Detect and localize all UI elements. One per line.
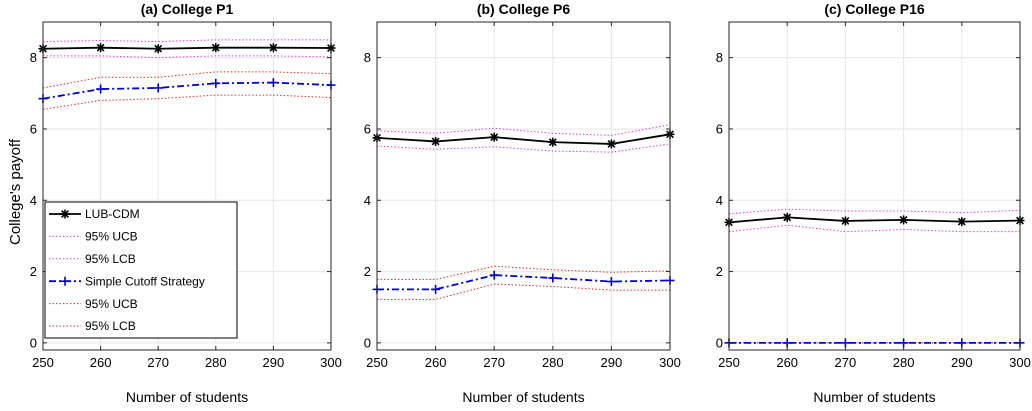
x-tick-label: 250 [718, 355, 740, 370]
legend-label: LUB-CDM [85, 207, 140, 221]
series-line-2 [43, 55, 332, 59]
legend-label: 95% LCB [85, 252, 136, 266]
series-3-point [606, 277, 616, 287]
x-axis-label: Number of students [126, 389, 248, 405]
y-axis-label: College's payoff [7, 138, 24, 245]
series-0-point [957, 217, 967, 227]
series-0-point [153, 44, 163, 54]
x-tick-label: 290 [601, 355, 623, 370]
axes-box [728, 21, 1021, 351]
x-tick-label: 300 [1009, 355, 1031, 370]
y-tick-label: 0 [716, 335, 723, 350]
series-line-0 [376, 133, 671, 145]
y-tick-label: 2 [364, 264, 371, 279]
legend-entry: 95% UCB [49, 297, 138, 311]
x-tick-label: 270 [147, 355, 169, 370]
x-tick-label: 290 [263, 355, 285, 370]
legend-entry: 95% LCB [49, 252, 136, 266]
y-tick-label: 8 [716, 50, 723, 65]
y-tick-label: 4 [364, 193, 371, 208]
x-tick-label: 300 [320, 355, 342, 370]
legend-marker [60, 209, 70, 219]
y-tick-label: 2 [30, 264, 37, 279]
series-0-point [268, 43, 278, 53]
y-tick-label: 4 [30, 193, 37, 208]
series-0-point [96, 43, 106, 53]
plot-area [377, 22, 670, 350]
series-3-point [782, 338, 792, 348]
x-tick-label: 280 [205, 355, 227, 370]
panel-title: (b) College P6 [477, 1, 571, 17]
series-3-point [431, 284, 441, 294]
legend-label: 95% UCB [85, 297, 138, 311]
y-tick-label: 2 [716, 264, 723, 279]
y-tick-label: 8 [30, 50, 37, 65]
series-3-point [840, 338, 850, 348]
legend-marker [60, 276, 70, 286]
series-line-5 [42, 94, 332, 110]
series-0-point [211, 43, 221, 53]
x-tick-label: 280 [893, 355, 915, 370]
series-0-point [899, 215, 909, 225]
series-line-0 [42, 46, 332, 50]
series-line-5 [377, 283, 670, 300]
panel-3: 250 260 270 280 290 300 0 2 4 6 8 (c) College P16 Nu… [716, 1, 1031, 405]
y-tick-label: 0 [30, 335, 37, 350]
series-line-0 [728, 216, 1021, 224]
series-0-point [548, 137, 558, 147]
x-axis-label: Number of students [813, 389, 935, 405]
panel-2: 250 260 270 280 290 300 0 2 4 6 8 (b) College P6 Num… [364, 1, 681, 405]
y-tick-label: 6 [716, 121, 723, 136]
series-line-4 [377, 265, 671, 280]
legend-box [44, 201, 238, 339]
y-tick-label: 6 [364, 121, 371, 136]
x-tick-label: 250 [366, 355, 388, 370]
axes-box [376, 21, 671, 351]
panel-title: (c) College P16 [824, 1, 925, 17]
series-0-point [489, 132, 499, 142]
series-line-1 [42, 39, 331, 43]
axes-box [42, 21, 332, 351]
series-line-3 [377, 274, 671, 291]
x-tick-label: 250 [32, 355, 54, 370]
series-line-1 [728, 208, 1021, 215]
x-tick-label: 260 [425, 355, 447, 370]
legend: LUB-CDM 95% UCB 95% LCB Simple Cutoff Strat… [44, 201, 238, 339]
series-0-point [431, 136, 441, 146]
series-3-point [899, 338, 909, 348]
legend-entry: 95% UCB [49, 230, 138, 244]
y-tick-label: 8 [364, 50, 371, 65]
series-0-point [606, 139, 616, 149]
series-0-point [782, 212, 792, 222]
x-axis-label: Number of students [462, 389, 584, 405]
series-0-point [840, 216, 850, 226]
x-tick-label: 300 [659, 355, 681, 370]
plot-area [729, 22, 1020, 350]
series-line-3 [42, 81, 332, 100]
x-tick-label: 260 [90, 355, 112, 370]
series-3-point [268, 78, 278, 88]
panel-title: (a) College P1 [141, 1, 234, 17]
legend-label: 95% LCB [85, 319, 136, 333]
legend-label: Simple Cutoff Strategy [85, 274, 205, 288]
series-3-point [96, 84, 106, 94]
legend-entry: LUB-CDM [49, 207, 140, 221]
x-tick-label: 280 [542, 355, 564, 370]
y-tick-label: 4 [716, 193, 723, 208]
series-3-point [153, 83, 163, 93]
legend-label: 95% UCB [85, 230, 138, 244]
legend-entry: 95% LCB [49, 319, 136, 333]
series-3-point [957, 338, 967, 348]
x-tick-label: 270 [835, 355, 857, 370]
series-3-point [211, 78, 221, 88]
x-tick-label: 290 [951, 355, 973, 370]
legend-entry: Simple Cutoff Strategy [49, 274, 205, 288]
x-tick-label: 270 [483, 355, 505, 370]
series-3-point [489, 270, 499, 280]
series-3-point [548, 273, 558, 283]
x-tick-label: 260 [776, 355, 798, 370]
y-tick-label: 0 [364, 335, 371, 350]
y-tick-label: 6 [30, 121, 37, 136]
